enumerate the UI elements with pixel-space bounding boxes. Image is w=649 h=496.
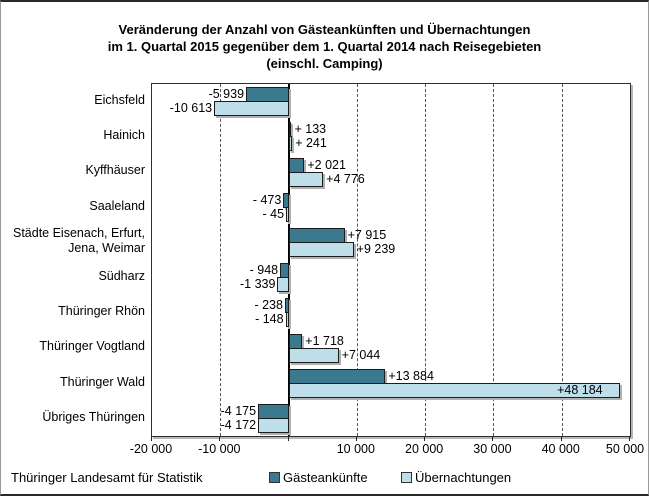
gridline: [425, 84, 427, 436]
axis-tick-label: 30 000: [473, 442, 512, 456]
uebernachtungen-value-label: -1 339: [239, 277, 276, 292]
uebernachtungen-value-label: +9 239: [356, 241, 396, 256]
category-label: Thüringer Wald: [60, 374, 145, 389]
uebernachtungen-bar: [214, 101, 289, 117]
plot-area: -5 939 -10 613 + 133 + 241 +2 021 +4 776 - 473…: [151, 83, 631, 437]
axis-tick: [424, 436, 426, 441]
axis-tick-label: 10 000: [336, 442, 375, 456]
category-label: Thüringer Rhön: [58, 304, 145, 319]
axis-tick-label: 50 000: [605, 442, 645, 456]
gridline: [220, 84, 222, 436]
axis-tick-label: 40 000: [541, 442, 580, 456]
category-label: Eichsfeld: [94, 93, 145, 108]
gaesteankuenfte-value-label: +2 021: [307, 157, 346, 172]
uebernachtungen-bar: [288, 171, 324, 187]
uebernachtungen-bar: [288, 136, 293, 152]
uebernachtungen-value-label: + 241: [295, 136, 327, 151]
category-label: Kyffhäuser: [85, 163, 145, 178]
legend-item-uebernachtungen: Übernachtungen: [401, 470, 511, 485]
gaesteankuenfte-bar: [246, 87, 289, 103]
gaesteankuenfte-value-label: - 473: [252, 192, 282, 207]
gridline: [356, 84, 358, 436]
axis-tick: [492, 436, 494, 441]
axis-tick: [629, 436, 630, 441]
axis-tick: [560, 436, 562, 441]
uebernachtungen-bar: [286, 206, 289, 222]
gaesteankuenfte-bar: [258, 403, 289, 419]
source-text: Thüringer Landesamt für Statistik: [11, 470, 203, 485]
gaesteankuenfte-bar: [288, 333, 303, 349]
gridline: [493, 84, 495, 436]
uebernachtungen-value-label: -4 172: [220, 417, 257, 432]
legend-swatch-gaesteankuenfte-icon: [269, 472, 280, 483]
gaesteankuenfte-value-label: - 238: [254, 298, 283, 313]
legend-label: Gästeankünfte: [283, 470, 368, 485]
legend-swatch-uebernachtungen-icon: [401, 472, 412, 483]
gaesteankuenfte-bar: [288, 122, 292, 138]
legend-item-gaesteankuenfte: Gästeankünfte: [269, 470, 368, 485]
axis-tick-label: 20 000: [405, 442, 444, 456]
axis-tick-label: -20 000: [129, 442, 173, 456]
gaesteankuenfte-bar: [288, 368, 386, 384]
gaesteankuenfte-value-label: +13 884: [388, 368, 434, 383]
axis-tick: [355, 436, 357, 441]
axis-tick: [287, 436, 289, 441]
category-label: Saaleland: [89, 198, 145, 213]
gaesteankuenfte-bar: [288, 157, 305, 173]
gaesteankuenfte-value-label: +1 718: [305, 333, 344, 348]
chart-title: Veränderung der Anzahl von Gästeankünfte…: [1, 21, 648, 72]
gaesteankuenfte-value-label: - 948: [249, 263, 279, 278]
category-label: Städte Eisenach, Erfurt, Jena, Weimar: [12, 226, 145, 256]
uebernachtungen-value-label: +48 184: [557, 382, 603, 397]
gaesteankuenfte-value-label: +7 915: [347, 227, 387, 242]
zero-axis-line: [287, 84, 290, 436]
gaesteankuenfte-value-label: -4 175: [220, 403, 257, 418]
gaesteankuenfte-value-label: + 133: [294, 122, 327, 137]
gaesteankuenfte-value-label: -5 939: [208, 87, 245, 102]
chart-title-line-1: Veränderung der Anzahl von Gästeankünfte…: [118, 22, 531, 37]
axis-tick: [219, 436, 221, 441]
uebernachtungen-value-label: +7 044: [341, 347, 381, 362]
chart-title-line-3: (einschl. Camping): [266, 56, 383, 71]
axis-tick-label: -10 000: [198, 442, 241, 456]
uebernachtungen-bar: [258, 417, 289, 433]
legend-label: Übernachtungen: [415, 470, 512, 485]
uebernachtungen-value-label: - 45: [262, 206, 285, 221]
uebernachtungen-bar: [277, 277, 289, 293]
uebernachtungen-value-label: -10 613: [169, 101, 213, 116]
uebernachtungen-bar: [288, 347, 339, 363]
uebernachtungen-value-label: +4 776: [326, 171, 365, 186]
gaesteankuenfte-bar: [280, 263, 289, 279]
uebernachtungen-bar: [288, 382, 620, 398]
gridline: [561, 84, 563, 436]
category-label: Südharz: [98, 269, 145, 284]
axis-tick: [151, 436, 152, 441]
category-label: Thüringer Vogtland: [39, 339, 145, 354]
gaesteankuenfte-bar: [284, 298, 289, 314]
uebernachtungen-value-label: - 148: [255, 312, 284, 327]
category-label: Hainich: [103, 128, 145, 143]
uebernachtungen-bar: [285, 312, 289, 328]
gaesteankuenfte-bar: [288, 227, 345, 243]
gaesteankuenfte-bar: [283, 192, 289, 208]
category-label: Übriges Thüringen: [42, 409, 145, 424]
chart-title-line-2: im 1. Quartal 2015 gegenüber dem 1. Quar…: [107, 39, 542, 54]
uebernachtungen-bar: [288, 241, 354, 257]
